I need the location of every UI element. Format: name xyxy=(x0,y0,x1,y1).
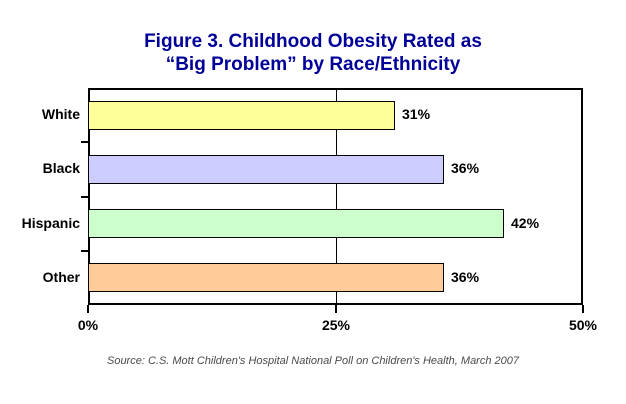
category-label-black: Black xyxy=(42,160,80,176)
chart-title-line2: “Big Problem” by Race/Ethnicity xyxy=(165,54,461,75)
category-label-white: White xyxy=(41,106,80,122)
bar-other xyxy=(88,263,444,292)
bar-black xyxy=(88,155,444,184)
gridline-25pct xyxy=(336,88,337,305)
value-label-white: 31% xyxy=(402,106,431,122)
x-axis-label-25pct: 25% xyxy=(321,317,351,333)
y-axis-tick-2 xyxy=(81,196,88,198)
x-axis-label-50pct: 50% xyxy=(568,317,598,333)
value-label-other: 36% xyxy=(451,269,480,285)
y-axis-tick-1 xyxy=(81,141,88,143)
y-axis-tick-3 xyxy=(81,250,88,252)
x-axis-label-0pct: 0% xyxy=(77,317,99,333)
x-axis-tick-50pct xyxy=(582,305,584,313)
bar-hispanic xyxy=(88,209,504,238)
chart-title-line1: Figure 3. Childhood Obesity Rated as xyxy=(144,31,482,52)
value-label-hispanic: 42% xyxy=(511,215,540,231)
source-note: Source: C.S. Mott Children's Hospital Na… xyxy=(106,355,519,367)
x-axis-tick-25pct xyxy=(335,305,337,313)
x-axis-tick-0pct xyxy=(87,305,89,313)
value-label-black: 36% xyxy=(451,160,480,176)
category-label-other: Other xyxy=(42,269,80,285)
category-label-hispanic: Hispanic xyxy=(21,215,80,231)
bar-white xyxy=(88,101,395,130)
chart-title: Figure 3. Childhood Obesity Rated as “Bi… xyxy=(0,30,626,76)
